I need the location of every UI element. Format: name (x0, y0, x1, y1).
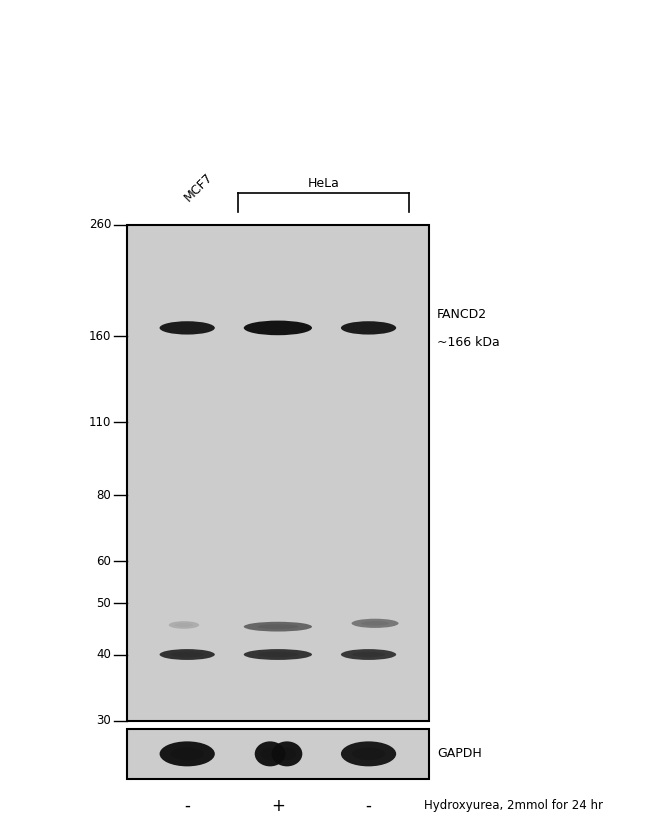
Ellipse shape (244, 321, 312, 335)
Ellipse shape (352, 325, 385, 332)
Ellipse shape (160, 741, 215, 766)
Ellipse shape (255, 741, 285, 766)
Ellipse shape (175, 623, 193, 627)
Ellipse shape (170, 325, 204, 332)
Ellipse shape (272, 741, 302, 766)
Ellipse shape (160, 649, 215, 660)
Text: MCF7: MCF7 (181, 171, 215, 204)
Text: 160: 160 (89, 330, 111, 343)
Ellipse shape (257, 324, 298, 332)
Ellipse shape (160, 322, 215, 335)
Ellipse shape (257, 651, 298, 657)
Text: FANCD2: FANCD2 (437, 308, 487, 322)
Bar (127, 225, 429, 721)
Text: ~166 kDa: ~166 kDa (437, 337, 500, 349)
Ellipse shape (244, 621, 312, 631)
Bar (127, 729, 429, 779)
Ellipse shape (341, 741, 396, 766)
Text: 60: 60 (96, 555, 111, 568)
Text: -: - (184, 796, 190, 815)
Text: 260: 260 (89, 218, 111, 232)
Text: Hydroxyurea, 2mmol for 24 hr: Hydroxyurea, 2mmol for 24 hr (424, 799, 603, 812)
Text: -: - (365, 796, 372, 815)
Ellipse shape (341, 649, 396, 660)
Ellipse shape (352, 651, 385, 657)
Text: 40: 40 (96, 648, 111, 661)
Text: 110: 110 (89, 416, 111, 429)
Text: 50: 50 (96, 596, 111, 610)
Ellipse shape (278, 748, 296, 760)
Ellipse shape (352, 619, 398, 628)
Ellipse shape (169, 621, 199, 629)
Ellipse shape (341, 322, 396, 335)
Ellipse shape (257, 624, 298, 629)
Ellipse shape (244, 649, 312, 660)
Text: GAPDH: GAPDH (437, 747, 482, 761)
Text: 80: 80 (96, 489, 111, 502)
Ellipse shape (261, 748, 280, 760)
Text: 30: 30 (96, 714, 111, 727)
Ellipse shape (170, 748, 204, 760)
Ellipse shape (352, 748, 385, 760)
Ellipse shape (170, 651, 204, 657)
Text: +: + (271, 796, 285, 815)
Text: HeLa: HeLa (307, 177, 339, 190)
Ellipse shape (361, 621, 389, 626)
